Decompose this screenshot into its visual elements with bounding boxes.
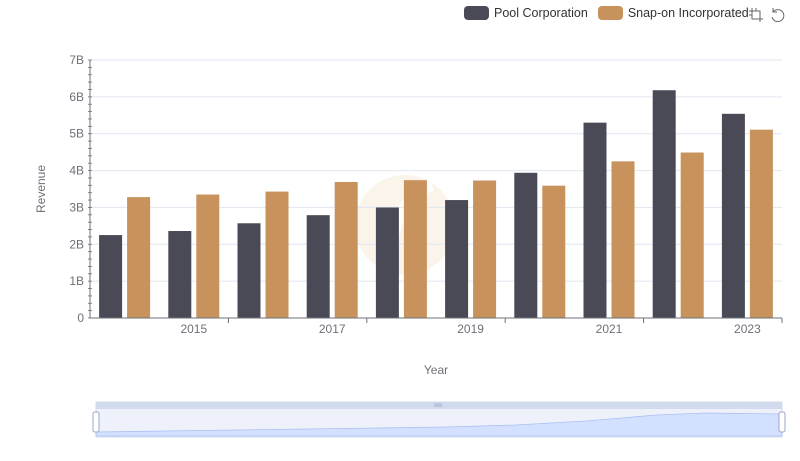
x-tick-label: 2015 [180, 322, 207, 336]
y-tick-label: 1B [69, 274, 84, 288]
legend-item-snap-on[interactable]: Snap-on Incorporated [597, 6, 749, 20]
bar-pool-2020[interactable] [514, 172, 538, 318]
y-tick-label: 6B [69, 90, 84, 104]
reset-icon[interactable] [769, 6, 787, 24]
y-tick-label: 2B [69, 237, 84, 251]
x-tick-label: 2023 [734, 322, 761, 336]
bar-snap-on-2022[interactable] [680, 152, 704, 318]
data-zoom-slider[interactable] [92, 401, 786, 438]
legend-swatch [464, 6, 489, 20]
bar-snap-on-2017[interactable] [334, 181, 358, 318]
slider-grip [434, 403, 442, 407]
x-tick-label: 2017 [319, 322, 346, 336]
bar-snap-on-2021[interactable] [611, 161, 635, 318]
zoom-icon[interactable] [747, 6, 765, 24]
bar-pool-2016[interactable] [237, 223, 261, 318]
y-tick-label: 4B [69, 164, 84, 178]
bar-pool-2014[interactable] [99, 235, 123, 318]
bar-pool-2015[interactable] [168, 231, 192, 318]
bar-pool-2021[interactable] [583, 122, 607, 319]
legend-item-pool-corporation[interactable]: Pool Corporation [464, 6, 588, 20]
bar-snap-on-2020[interactable] [542, 185, 566, 318]
x-axis-title: Year [424, 363, 448, 377]
bar-pool-2022[interactable] [652, 90, 676, 318]
bar-pool-2019[interactable] [445, 200, 469, 318]
bar-snap-on-2015[interactable] [196, 194, 220, 318]
bar-snap-on-2018[interactable] [403, 180, 427, 318]
bar-pool-2018[interactable] [375, 207, 399, 318]
toolbox [747, 6, 791, 24]
legend-label: Snap-on Incorporated [627, 6, 749, 20]
watermark [355, 175, 455, 275]
x-tick-label: 2019 [457, 322, 484, 336]
y-axis-title: Revenue [34, 165, 48, 213]
y-tick-label: 3B [69, 200, 84, 214]
bar-pool-2023[interactable] [721, 113, 745, 318]
bar-pool-2017[interactable] [306, 215, 330, 318]
slider-handle-left [92, 411, 100, 433]
bar-snap-on-2023[interactable] [749, 129, 773, 318]
legend-label: Pool Corporation [494, 6, 588, 20]
x-tick-label: 2021 [596, 322, 623, 336]
bar-snap-on-2019[interactable] [473, 180, 497, 318]
bar-snap-on-2016[interactable] [265, 191, 289, 318]
slider-handle-right [778, 411, 786, 433]
y-tick-label: 5B [69, 127, 84, 141]
bar-snap-on-2014[interactable] [127, 197, 151, 318]
legend: Pool Corporation Snap-on Incorporated [464, 4, 759, 22]
y-tick-label: 0 [77, 311, 84, 325]
legend-swatch [597, 6, 623, 20]
y-tick-label: 7B [69, 53, 84, 67]
